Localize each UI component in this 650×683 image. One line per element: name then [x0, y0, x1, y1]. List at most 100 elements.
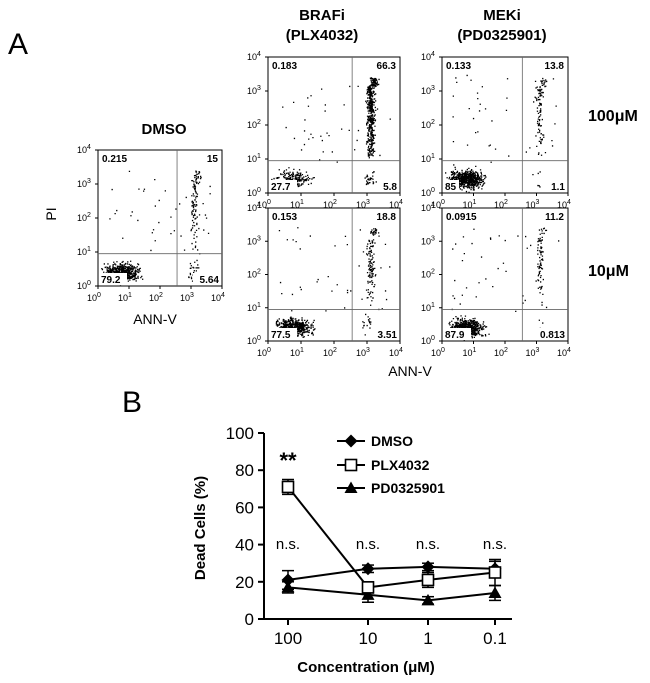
flow-plot-braf_10: 0.153 18.877.5 3.5110010010110110210210310…: [247, 202, 403, 358]
quadrant-lower-left: 79.2: [101, 275, 121, 286]
x-tick-exp: 3: [536, 347, 540, 354]
y-tick-exp: 3: [431, 85, 435, 92]
panel-b-label: B: [122, 386, 142, 419]
x-tick-exp: 2: [504, 347, 508, 354]
y-tick-exp: 1: [431, 302, 435, 309]
significance-ns: n.s.: [356, 536, 380, 553]
x-tick-label: 10: [359, 629, 378, 648]
quadrant-label-bg: [545, 180, 567, 192]
y-tick-exp: 4: [431, 51, 435, 58]
x-tick-label: 103: [356, 199, 370, 210]
x-tick-label: 100: [257, 347, 271, 358]
x-tick-label: 101: [290, 347, 304, 358]
y-tick-label: 104: [247, 202, 261, 213]
legend-marker: [344, 481, 358, 493]
significance-ns: n.s.: [483, 536, 507, 553]
x-tick-label: 104: [211, 292, 225, 303]
x-tick-label: 103: [526, 199, 540, 210]
y-tick-label: 60: [235, 498, 254, 517]
series-plx4032: [281, 478, 502, 594]
x-tick-label: 102: [494, 347, 508, 358]
x-tick-exp: 4: [399, 199, 403, 206]
x-tick-exp: 2: [333, 199, 337, 206]
anv-x-axis-label: ANN-V: [388, 363, 432, 379]
flow-plot-frame: [441, 56, 569, 194]
line-chart-y-label: Dead Cells (%): [192, 476, 209, 580]
y-tick-label: 102: [421, 269, 435, 280]
quadrant-label-bg: [269, 328, 297, 340]
x-tick-label: 103: [526, 347, 540, 358]
flow-plot-frame: [267, 56, 401, 194]
x-tick-label: 104: [557, 347, 571, 358]
legend-marker: [344, 458, 358, 472]
y-tick-exp: 2: [431, 119, 435, 126]
y-tick-label: 103: [247, 85, 261, 96]
x-tick-label: 100: [274, 629, 302, 648]
y-tick-label: 100: [247, 335, 261, 346]
col-title-dmso: DMSO: [142, 121, 187, 138]
row-label-100um: 100μM: [588, 108, 638, 125]
y-tick-label: 102: [247, 119, 261, 130]
y-tick-label: 101: [247, 302, 261, 313]
quadrant-upper-right: 13.8: [545, 61, 565, 72]
quadrant-lower-left: 87.9: [445, 330, 465, 341]
y-tick-exp: 2: [257, 269, 261, 276]
y-tick-label: 103: [421, 85, 435, 96]
flow-plot-braf_100: 0.183 66.327.7 5.8100100101101102102103103…: [247, 51, 403, 210]
y-tick-exp: 1: [257, 302, 261, 309]
y-tick-label: 100: [226, 424, 254, 443]
y-tick-label: 40: [235, 536, 254, 555]
y-tick-label: 103: [247, 235, 261, 246]
y-tick-label: 101: [77, 246, 91, 257]
x-tick-exp: 4: [221, 292, 225, 299]
x-tick-exp: 4: [567, 347, 571, 354]
y-tick-label: 101: [247, 153, 261, 164]
y-tick-exp: 0: [431, 335, 435, 342]
x-tick-label: 104: [557, 199, 571, 210]
quadrant-upper-left: 0.215: [102, 154, 127, 165]
legend-item-plx4032: PLX4032: [337, 457, 430, 473]
quadrant-lower-left: 27.7: [271, 182, 291, 193]
x-tick-label: 100: [87, 292, 101, 303]
data-point: [361, 562, 375, 576]
data-point: [421, 573, 435, 587]
y-tick-label: 20: [235, 573, 254, 592]
x-tick-exp: 0: [441, 347, 445, 354]
flow-plot-mek_100: 0.133 13.885 1.110010010110110210210310310…: [421, 51, 571, 210]
y-tick-exp: 4: [257, 202, 261, 209]
legend-item-dmso: DMSO: [337, 433, 413, 449]
significance-stars: **: [279, 448, 297, 473]
y-tick-label: 104: [421, 202, 435, 213]
data-point: [421, 560, 435, 574]
quadrant-label-bg: [193, 273, 221, 285]
quadrant-upper-left: 0.0915: [446, 212, 477, 223]
quadrant-lower-right: 5.64: [200, 275, 220, 286]
y-tick-label: 0: [245, 610, 254, 629]
y-tick-exp: 0: [431, 187, 435, 194]
y-tick-label: 103: [77, 178, 91, 189]
x-tick-label: 102: [149, 292, 163, 303]
quadrant-label-bg: [371, 328, 399, 340]
dead-cells-line-chart: 0 20 40 60 80 100 100 10 1 0.1 ** n.s. n.s. n.s. n.s. D…: [226, 424, 512, 648]
significance-ns: n.s.: [416, 536, 440, 553]
x-tick-exp: 1: [300, 347, 304, 354]
data-point: [281, 573, 295, 587]
quadrant-lower-right: 1.1: [551, 182, 565, 193]
x-tick-exp: 1: [473, 199, 477, 206]
col-title-mek-line1: MEKi: [483, 7, 521, 24]
legend-label: PD0325901: [371, 480, 445, 496]
y-tick-exp: 0: [257, 335, 261, 342]
col-title-braf-line2: (PLX4032): [286, 27, 359, 44]
data-point: [361, 581, 375, 594]
y-tick-label: 102: [421, 119, 435, 130]
quadrant-upper-left: 0.133: [446, 61, 471, 72]
x-tick-label: 102: [323, 199, 337, 210]
x-tick-label: 101: [463, 347, 477, 358]
x-tick-label: 104: [389, 199, 403, 210]
quadrant-upper-right: 66.3: [377, 61, 397, 72]
quadrant-lower-right: 5.8: [383, 182, 397, 193]
row-label-10um: 10μM: [588, 263, 629, 280]
legend-label: DMSO: [371, 433, 413, 449]
y-tick-exp: 1: [87, 246, 91, 253]
